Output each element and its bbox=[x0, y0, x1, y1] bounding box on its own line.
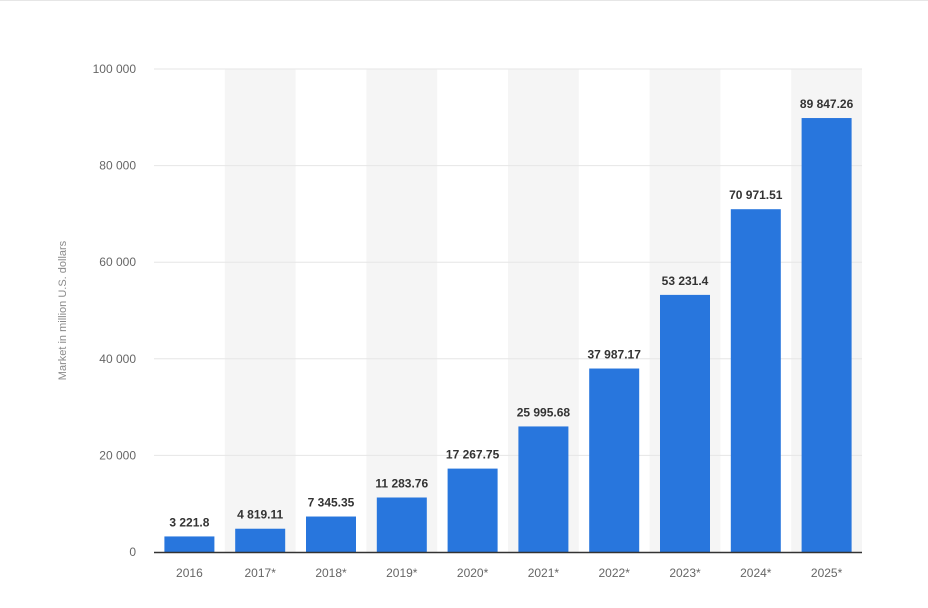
x-axis-ticks: 2016 2017* 2018* 2019* 2020* 2021* 2022* 2023* 2… bbox=[176, 566, 843, 580]
value-label: 3 221.8 bbox=[169, 515, 209, 529]
value-label: 70 971.51 bbox=[729, 188, 783, 202]
value-label: 53 231.4 bbox=[662, 274, 709, 288]
value-label: 89 847.26 bbox=[800, 97, 854, 111]
bar[interactable] bbox=[660, 294, 710, 552]
bar[interactable] bbox=[801, 118, 852, 553]
x-tick-label: 2019* bbox=[386, 566, 418, 580]
bars bbox=[164, 118, 852, 553]
value-label: 17 267.75 bbox=[446, 448, 500, 462]
bar[interactable] bbox=[518, 426, 569, 552]
x-tick-label: 2024* bbox=[740, 566, 772, 580]
y-tick-label: 0 bbox=[129, 545, 136, 559]
background-band bbox=[224, 69, 296, 552]
x-tick-label: 2018* bbox=[315, 566, 347, 580]
x-tick-label: 2016 bbox=[176, 566, 203, 580]
x-tick-label: 2022* bbox=[599, 566, 631, 580]
bar[interactable] bbox=[306, 516, 356, 552]
x-tick-label: 2020* bbox=[457, 566, 489, 580]
background-band bbox=[366, 69, 438, 552]
value-label: 11 283.76 bbox=[375, 476, 428, 490]
y-tick-label: 80 000 bbox=[99, 159, 136, 173]
value-label: 4 819.11 bbox=[237, 508, 283, 522]
y-tick-label: 60 000 bbox=[99, 255, 136, 269]
y-axis-ticks: 0 20 000 40 000 60 000 80 000 100 000 bbox=[93, 62, 137, 559]
x-tick-label: 2025* bbox=[811, 566, 843, 580]
bar[interactable] bbox=[376, 497, 427, 552]
bar[interactable] bbox=[164, 536, 215, 552]
y-tick-label: 40 000 bbox=[99, 352, 136, 366]
bar[interactable] bbox=[730, 209, 781, 552]
bar[interactable] bbox=[447, 468, 498, 552]
x-tick-label: 2017* bbox=[245, 566, 277, 580]
y-tick-label: 20 000 bbox=[99, 448, 136, 462]
value-label: 37 987.17 bbox=[588, 348, 642, 362]
value-label: 25 995.68 bbox=[517, 405, 571, 419]
x-tick-label: 2023* bbox=[669, 566, 701, 580]
value-label: 7 345.35 bbox=[308, 496, 355, 510]
bar[interactable] bbox=[589, 368, 640, 552]
bar[interactable] bbox=[235, 528, 286, 552]
y-tick-label: 100 000 bbox=[93, 62, 137, 76]
y-axis-label: Market in million U.S. dollars bbox=[57, 240, 69, 380]
x-tick-label: 2021* bbox=[528, 566, 560, 580]
value-labels: 3 221.8 4 819.11 7 345.35 11 283.76 17 267.7… bbox=[169, 97, 853, 529]
